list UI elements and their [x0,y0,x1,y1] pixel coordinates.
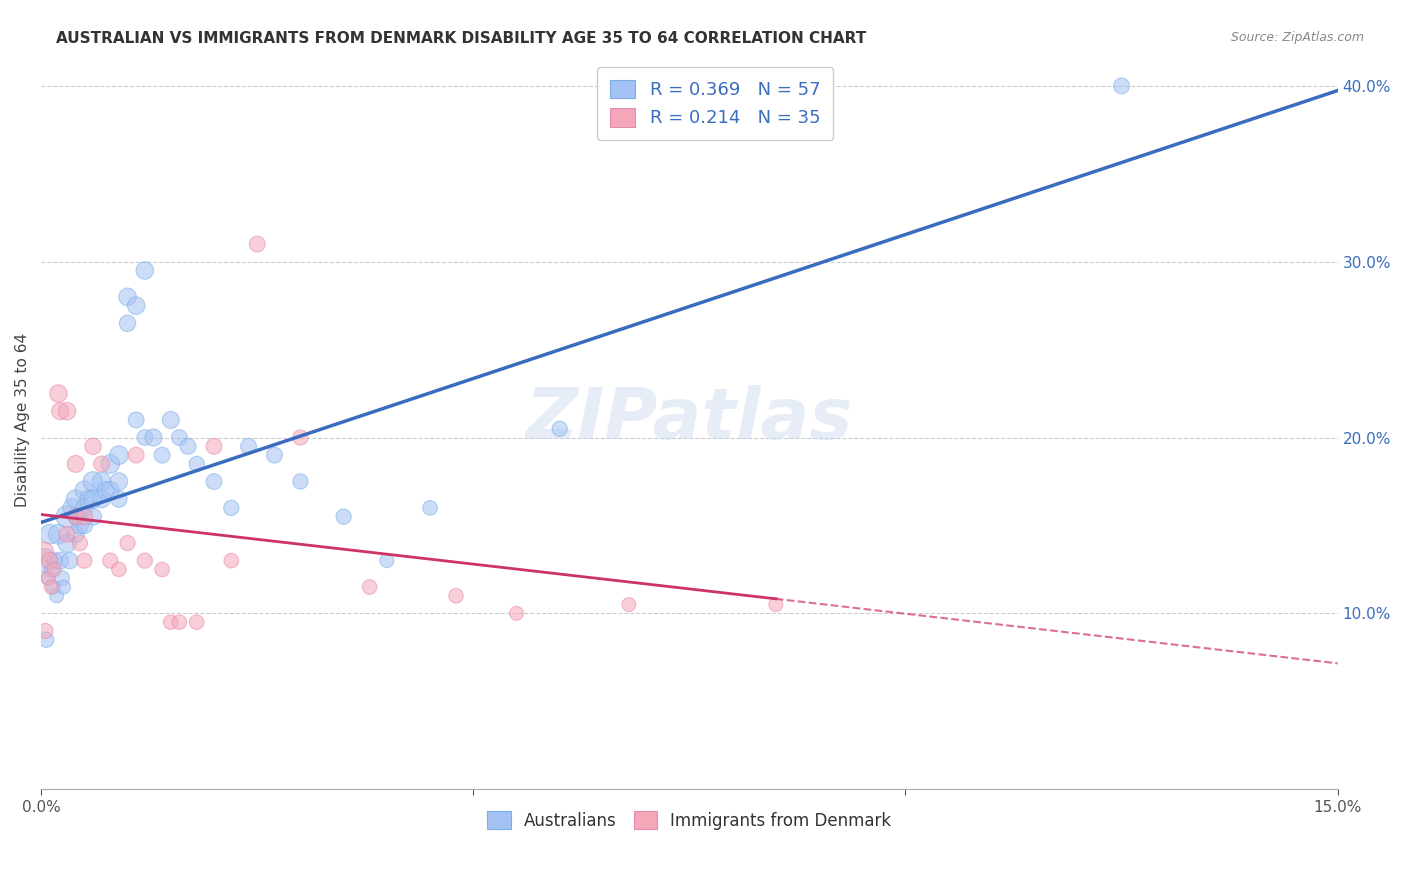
Point [44,554,66,568]
Point [73,518,96,533]
Y-axis label: Disability Age 35 to 64: Disability Age 35 to 64 [15,333,30,507]
Point [49,554,72,568]
Point [65,527,87,541]
Point [186,457,208,471]
Point [41,580,63,594]
Point [38,527,60,541]
Point [73,500,96,515]
Point [108,492,131,507]
Point [117,536,139,550]
Point [290,475,312,489]
Point [90,475,112,489]
Point [90,457,112,471]
Point [108,562,131,576]
Point [65,457,87,471]
Point [69,518,91,533]
Point [37,571,59,585]
Point [82,475,104,489]
Point [117,290,139,304]
Point [60,500,83,515]
Point [1111,78,1133,93]
Point [34,554,56,568]
Point [32,545,55,559]
Point [505,607,527,621]
Point [65,509,87,524]
Point [82,492,104,507]
Point [159,413,181,427]
Point [359,580,381,594]
Point [202,475,225,489]
Point [42,580,65,594]
Point [108,475,131,489]
Point [41,562,63,576]
Point [263,448,285,462]
Point [73,554,96,568]
Point [332,509,354,524]
Point [290,431,312,445]
Point [34,624,56,638]
Point [82,509,104,524]
Point [169,431,191,445]
Point [82,439,104,453]
Point [246,237,269,252]
Point [375,554,398,568]
Point [56,527,79,541]
Point [134,554,156,568]
Point [159,615,181,629]
Point [134,431,156,445]
Point [177,439,200,453]
Point [73,483,96,498]
Point [56,536,79,550]
Point [48,527,70,541]
Point [202,439,225,453]
Point [56,404,79,418]
Point [51,571,73,585]
Point [125,448,148,462]
Point [49,404,72,418]
Point [186,615,208,629]
Point [98,483,121,498]
Point [134,263,156,277]
Point [45,589,67,603]
Point [66,509,89,524]
Point [150,448,173,462]
Point [150,562,173,576]
Point [444,589,467,603]
Point [48,386,70,401]
Point [548,422,571,436]
Point [617,598,640,612]
Point [73,509,96,524]
Point [38,554,60,568]
Point [90,492,112,507]
Point [419,500,441,515]
Point [98,457,121,471]
Point [56,509,79,524]
Point [219,554,242,568]
Point [65,492,87,507]
Point [52,580,75,594]
Text: Source: ZipAtlas.com: Source: ZipAtlas.com [1230,31,1364,45]
Point [42,562,65,576]
Point [238,439,260,453]
Point [117,316,139,330]
Point [94,483,117,498]
Point [219,500,242,515]
Point [37,571,59,585]
Point [77,492,100,507]
Text: AUSTRALIAN VS IMMIGRANTS FROM DENMARK DISABILITY AGE 35 TO 64 CORRELATION CHART: AUSTRALIAN VS IMMIGRANTS FROM DENMARK DI… [56,31,866,46]
Point [108,448,131,462]
Legend: Australians, Immigrants from Denmark: Australians, Immigrants from Denmark [481,805,898,837]
Point [59,554,82,568]
Point [125,299,148,313]
Point [35,632,58,647]
Text: ZIPatlas: ZIPatlas [526,385,853,454]
Point [169,615,191,629]
Point [142,431,165,445]
Point [69,536,91,550]
Point [98,554,121,568]
Point [125,413,148,427]
Point [765,598,787,612]
